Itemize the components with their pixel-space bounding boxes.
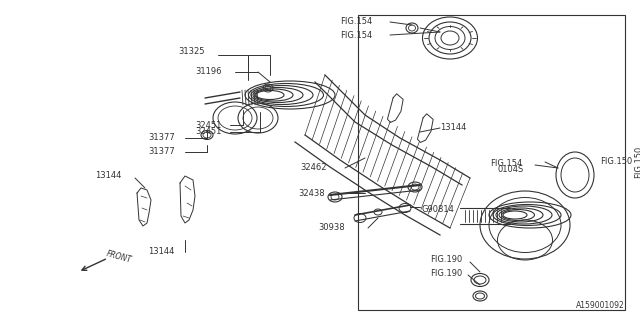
Text: FIG.150: FIG.150: [634, 146, 640, 178]
Text: A159001092: A159001092: [576, 301, 625, 310]
Text: FRONT: FRONT: [105, 250, 132, 265]
Text: 13144: 13144: [95, 171, 122, 180]
Text: 31196: 31196: [195, 68, 221, 76]
Text: 32451: 32451: [195, 121, 221, 130]
Text: 30938: 30938: [318, 223, 344, 233]
Bar: [358, 15, 625, 310]
Text: 31377: 31377: [148, 148, 175, 156]
Text: 32438: 32438: [298, 188, 324, 197]
Text: 0104S: 0104S: [498, 165, 524, 174]
Text: 31325: 31325: [178, 47, 205, 57]
Text: 13144: 13144: [440, 124, 467, 132]
Text: FIG.154: FIG.154: [490, 158, 522, 167]
Text: FIG.190: FIG.190: [430, 268, 462, 277]
Text: 32451: 32451: [195, 127, 221, 137]
Text: 32462: 32462: [300, 164, 326, 172]
Text: FIG.150: FIG.150: [600, 157, 632, 166]
Text: FIG.190: FIG.190: [430, 255, 462, 265]
Text: G90814: G90814: [422, 205, 455, 214]
Text: FIG.154: FIG.154: [340, 18, 372, 27]
Text: 13144: 13144: [148, 247, 174, 257]
Text: FIG.154: FIG.154: [340, 30, 372, 39]
Text: 31377: 31377: [148, 133, 175, 142]
